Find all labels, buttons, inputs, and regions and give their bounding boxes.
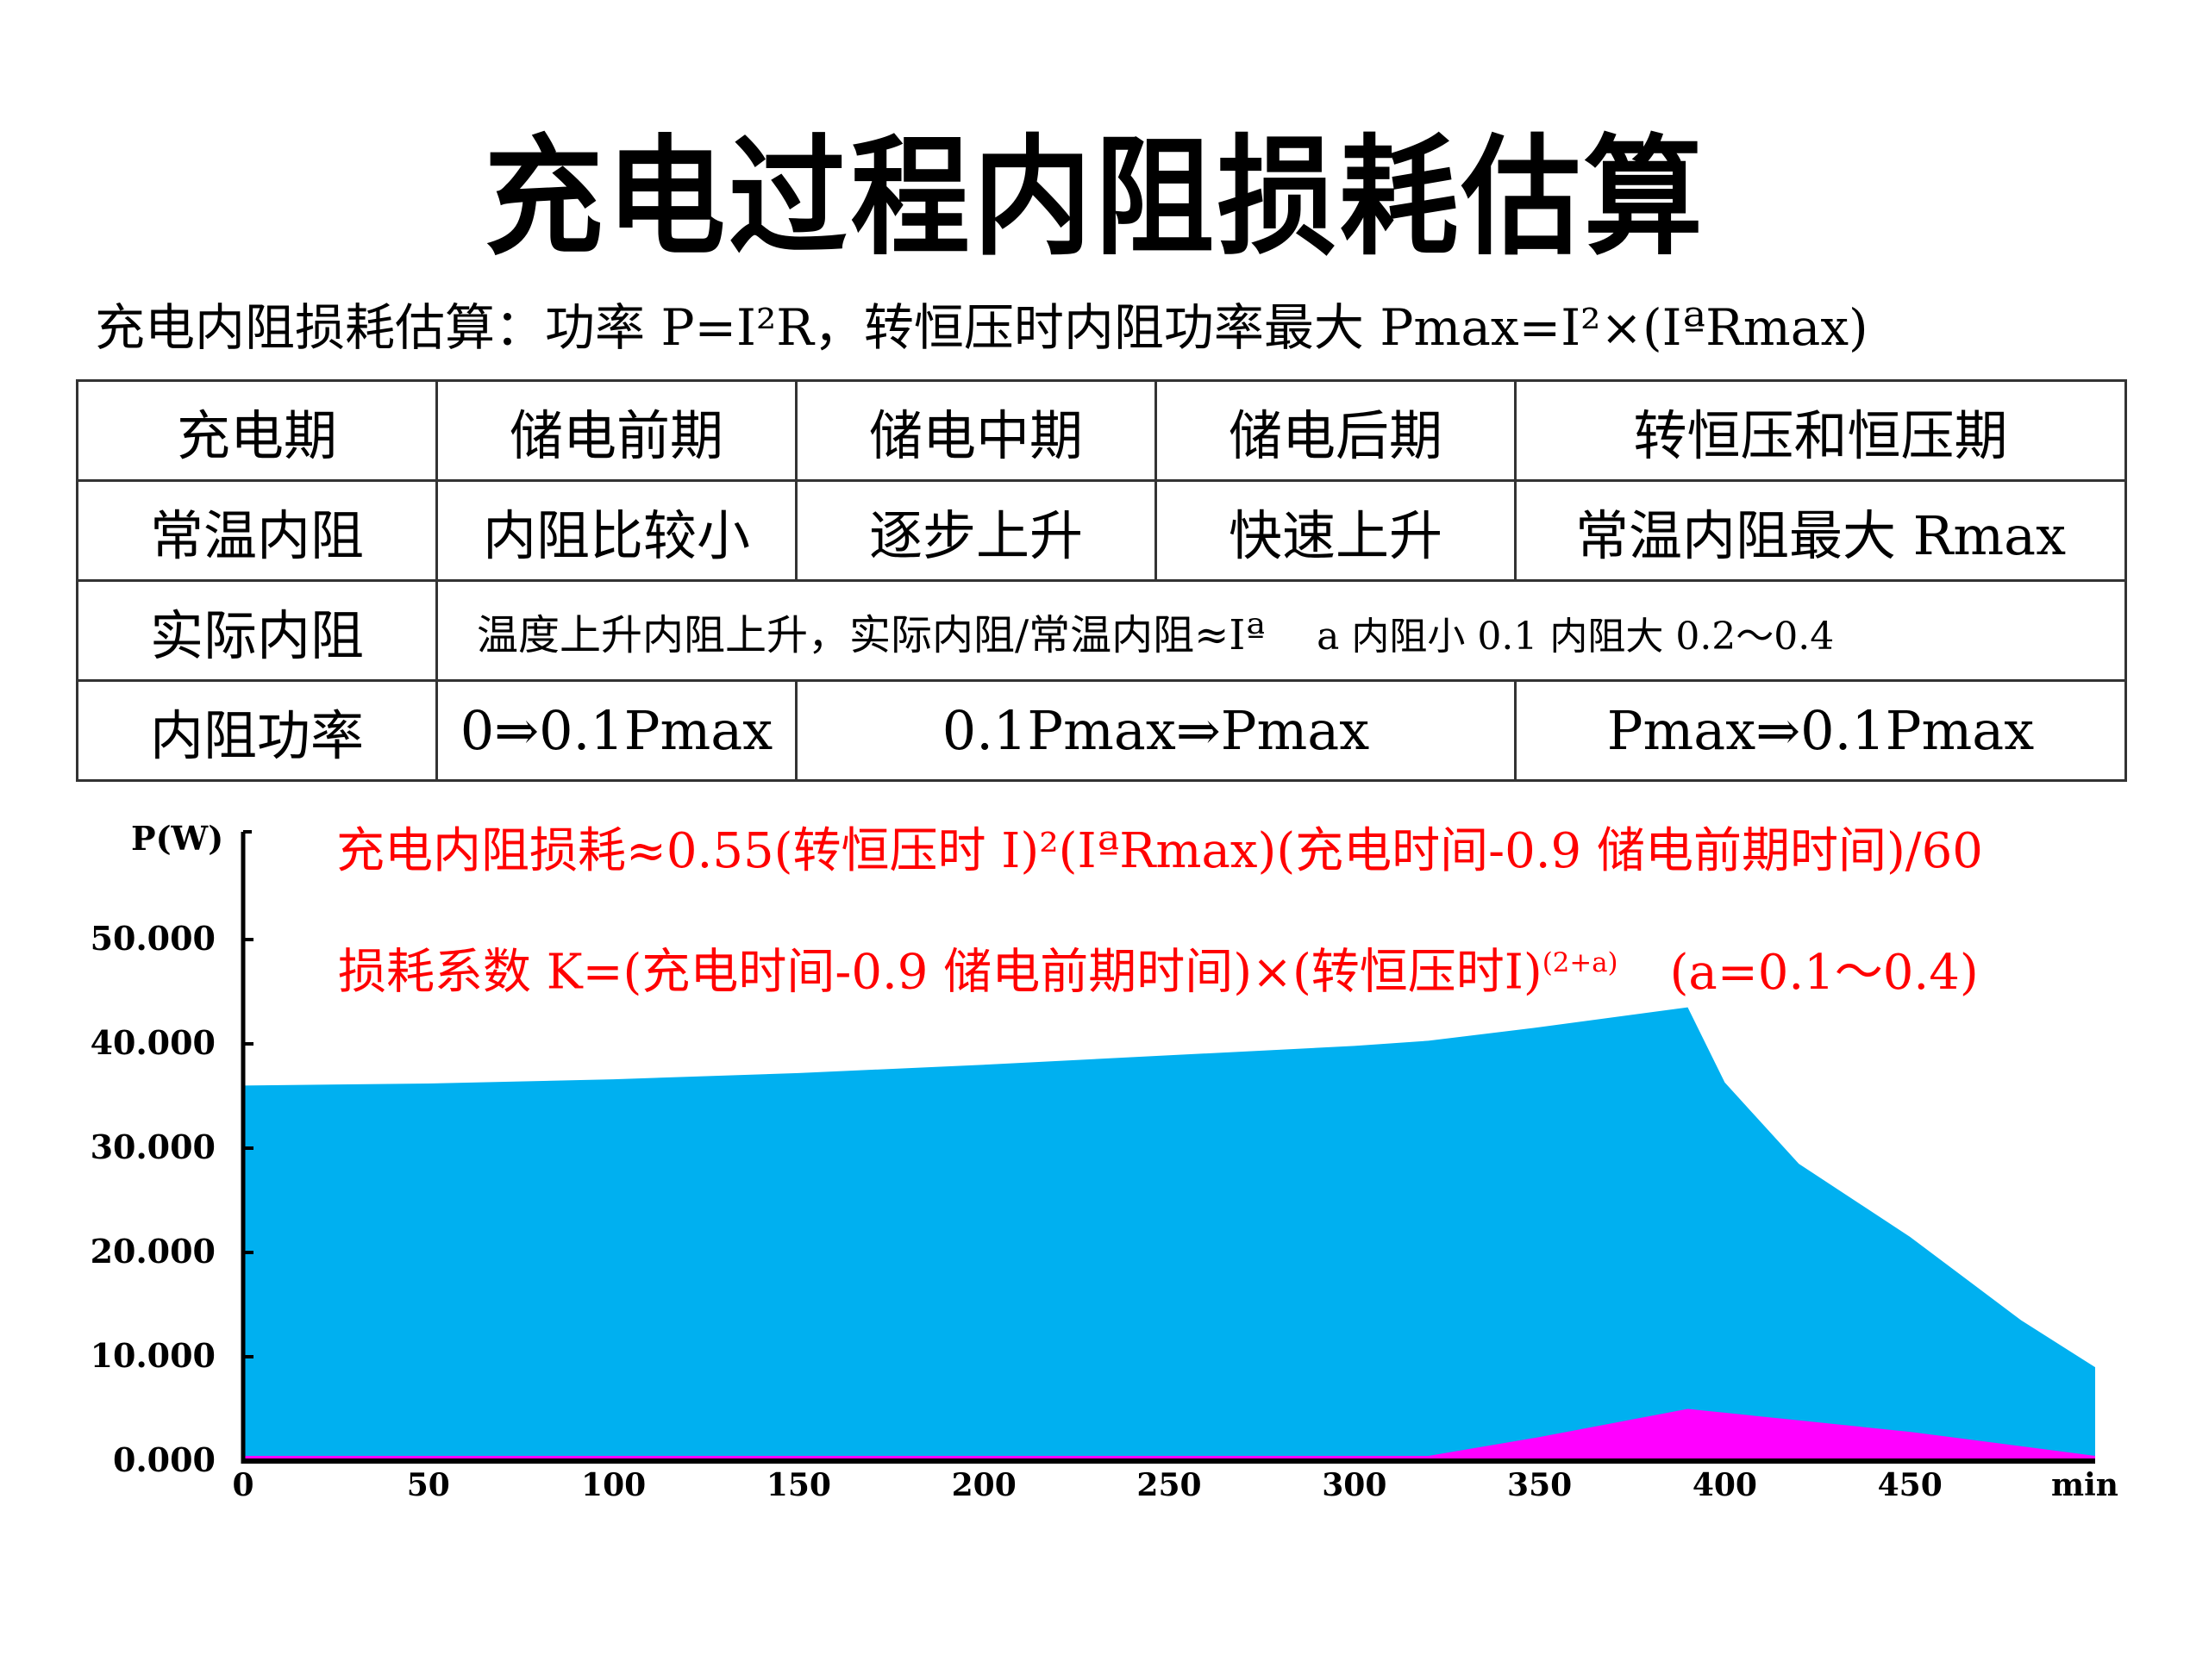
table-cell: 储电中期 bbox=[795, 379, 1157, 482]
x-tick-label: 250 bbox=[1136, 1467, 1202, 1503]
x-tick-label: 400 bbox=[1692, 1467, 1757, 1503]
total-power-area bbox=[243, 1007, 2095, 1461]
y-tick-label: 50.000 bbox=[90, 919, 216, 958]
table-cell: 常温内阻最大 Rmax bbox=[1514, 479, 2127, 582]
table-cell: 0.1Pmax⇒Pmax bbox=[795, 679, 1517, 782]
loss-coefficient-annotation: 损耗系数 K=(充电时间-0.9 储电前期时间)×(转恒压时I)(2+a) (a=… bbox=[338, 933, 1979, 1003]
table-cell: 逐步上升 bbox=[795, 479, 1157, 582]
exponent: (2+a) bbox=[1542, 947, 1618, 978]
row-label: 充电期 bbox=[76, 379, 438, 482]
row-label: 实际内阻 bbox=[76, 579, 438, 682]
x-tick-label: 150 bbox=[766, 1467, 831, 1503]
y-tick-label: 40.000 bbox=[90, 1023, 216, 1062]
merged-cell: 温度上升内阻上升，实际内阻/常温内阻≈Iª a 内阻小 0.1 内阻大 0.2～0… bbox=[435, 579, 2127, 682]
table-row: 内阻功率 0⇒0.1Pmax 0.1Pmax⇒Pmax Pmax⇒0.1Pmax bbox=[76, 679, 2127, 782]
y-tick-label: 10.000 bbox=[90, 1336, 216, 1375]
a-coefficient-note: a 内阻小 0.1 内阻大 0.2～0.4 bbox=[1317, 614, 1835, 659]
actual-resistance-text: 温度上升内阻上升，实际内阻/常温内阻≈Iª bbox=[477, 610, 1266, 659]
chart-axes bbox=[241, 830, 2095, 1464]
x-tick-label: 100 bbox=[581, 1467, 647, 1503]
table-cell: 0⇒0.1Pmax bbox=[435, 679, 798, 782]
formula-subtitle: 充电内阻损耗估算：功率 P=I²R，转恒压时内阻功率最大 Pmax=I²×(Iª… bbox=[95, 298, 1868, 357]
x-tick-label: 300 bbox=[1322, 1467, 1387, 1503]
loss-formula-annotation: 充电内阻损耗≈0.55(转恒压时 I)²(IªRmax)(充电时间-0.9 储电… bbox=[336, 823, 1983, 879]
table-row: 常温内阻 内阻比较小 逐步上升 快速上升 常温内阻最大 Rmax bbox=[76, 479, 2127, 582]
x-tick-label: 50 bbox=[406, 1467, 450, 1503]
loss-coefficient-text: 损耗系数 K=(充电时间-0.9 储电前期时间)×(转恒压时I) bbox=[338, 944, 1542, 1001]
page-title: 充电过程内阻损耗估算 bbox=[484, 123, 1706, 273]
a-range: (a=0.1～0.4) bbox=[1669, 944, 1979, 1001]
x-tick-label: 350 bbox=[1507, 1467, 1573, 1503]
table-cell: 快速上升 bbox=[1154, 479, 1517, 582]
table-cell: 储电后期 bbox=[1154, 379, 1517, 482]
resistance-loss-area bbox=[243, 1408, 2095, 1461]
x-tick-label: min bbox=[2051, 1467, 2118, 1503]
row-label: 常温内阻 bbox=[76, 479, 438, 582]
table-cell: 储电前期 bbox=[435, 379, 798, 482]
table-row: 充电期 储电前期 储电中期 储电后期 转恒压和恒压期 bbox=[76, 379, 2127, 482]
x-tick-label: 0 bbox=[232, 1467, 254, 1503]
y-tick-label: 0.000 bbox=[113, 1440, 216, 1479]
x-tick-label: 450 bbox=[1877, 1467, 1943, 1503]
y-tick-label: 30.000 bbox=[90, 1127, 216, 1166]
table-cell: 内阻比较小 bbox=[435, 479, 798, 582]
row-label: 内阻功率 bbox=[76, 679, 438, 782]
y-axis-label: P(W) bbox=[131, 819, 224, 858]
table-row: 实际内阻 温度上升内阻上升，实际内阻/常温内阻≈Iª a 内阻小 0.1 内阻大 … bbox=[76, 579, 2127, 682]
table-cell: Pmax⇒0.1Pmax bbox=[1514, 679, 2127, 782]
charging-phase-table: 充电期 储电前期 储电中期 储电后期 转恒压和恒压期 常温内阻 内阻比较小 逐步… bbox=[76, 379, 2127, 782]
x-tick-label: 200 bbox=[951, 1467, 1017, 1503]
y-tick-label: 20.000 bbox=[90, 1232, 216, 1271]
table-cell: 转恒压和恒压期 bbox=[1514, 379, 2127, 482]
